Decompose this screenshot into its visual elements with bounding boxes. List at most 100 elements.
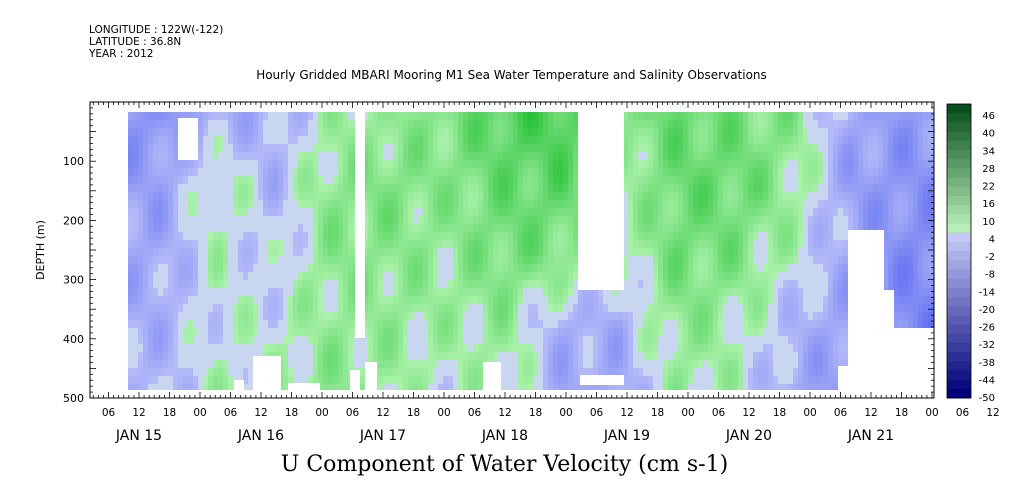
colorbar-swatch — [947, 177, 971, 188]
colorbar-label: 22 — [982, 182, 995, 193]
colorbar-swatch — [947, 324, 971, 335]
x-hour-tick-label: 12 — [986, 407, 999, 419]
colorbar-swatch — [947, 306, 971, 316]
colorbar-swatch — [947, 260, 971, 270]
colorbar-label: 40 — [982, 129, 995, 140]
colorbar-swatch — [947, 122, 971, 133]
velocity-field — [128, 112, 934, 392]
x-hour-tick-label: 06 — [956, 407, 970, 419]
x-hour-tick-label: 06 — [346, 407, 360, 419]
x-hour-tick-label: 00 — [315, 407, 328, 419]
x-hour-tick-label: 06 — [834, 407, 848, 419]
y-tick-label: 200 — [63, 214, 84, 227]
x-hour-tick-label: 12 — [254, 407, 267, 419]
y-tick-label: 100 — [63, 155, 84, 168]
colorbar-label: 28 — [982, 164, 995, 175]
x-hour-tick-label: 00 — [193, 407, 206, 419]
colorbar-swatch — [947, 352, 971, 362]
x-hour-tick-label: 00 — [437, 407, 450, 419]
colorbar-label: -50 — [979, 393, 995, 404]
x-hour-tick-label: 12 — [742, 407, 755, 419]
x-axis-ticks: 06 12 18 00 06 12 18 00 06 12 18 00 06 12 18 00 06 12 18 00… — [92, 102, 1000, 444]
colorbar-label: 4 — [989, 234, 995, 245]
colorbar-swatch — [947, 205, 971, 215]
x-hour-tick-label: 18 — [407, 407, 420, 419]
colorbar-swatch — [947, 388, 971, 399]
y-axis-label: DEPTH (m) — [34, 220, 47, 280]
x-hour-tick-label: 12 — [376, 407, 389, 419]
x-hour-tick-label: 06 — [468, 407, 482, 419]
x-hour-tick-label: 12 — [498, 407, 511, 419]
colorbar-swatch — [947, 232, 971, 243]
colorbar: 46 40 34 28 22 16 10 4 -2 -8 -14 -20 -26 -32 -38 -44 -50 — [946, 103, 995, 404]
colorbar-swatch — [947, 379, 971, 390]
x-hour-tick-label: 06 — [224, 407, 238, 419]
x-hour-tick-label: 18 — [529, 407, 542, 419]
x-date-label: JAN 18 — [481, 428, 528, 444]
y-tick-label: 400 — [63, 333, 84, 346]
x-date-label: JAN 19 — [603, 428, 650, 444]
x-hour-tick-label: 12 — [620, 407, 633, 419]
colorbar-swatch — [947, 361, 971, 371]
colorbar-label: -44 — [979, 375, 995, 386]
colorbar-swatch — [947, 214, 971, 224]
x-axis-label: U Component of Water Velocity (cm s-1) — [280, 452, 729, 477]
colorbar-swatch — [947, 159, 971, 169]
colorbar-swatch — [947, 186, 971, 197]
colorbar-label: -20 — [979, 305, 995, 316]
colorbar-swatch — [947, 296, 971, 307]
colorbar-swatch — [947, 278, 971, 289]
colorbar-swatch — [947, 223, 971, 234]
x-date-label: JAN 15 — [115, 428, 162, 444]
x-hour-tick-label: 18 — [651, 407, 664, 419]
colorbar-swatch — [947, 342, 971, 353]
colorbar-swatch — [947, 113, 971, 123]
x-hour-tick-label: 00 — [803, 407, 816, 419]
missing-data-gaps — [90, 102, 934, 398]
x-hour-tick-label: 18 — [163, 407, 176, 419]
x-hour-tick-label: 18 — [773, 407, 786, 419]
chart-title: Hourly Gridded MBARI Mooring M1 Sea Wate… — [256, 68, 767, 82]
x-hour-tick-label: 00 — [559, 407, 572, 419]
colorbar-label: 46 — [982, 111, 995, 122]
colorbar-label: 16 — [982, 199, 995, 210]
colorbar-swatch — [947, 251, 971, 261]
colorbar-swatch — [947, 370, 971, 381]
colorbar-swatch — [947, 315, 971, 325]
x-hour-tick-label: 06 — [712, 407, 726, 419]
colorbar-label: 34 — [982, 146, 995, 157]
colorbar-swatch — [947, 131, 971, 142]
x-hour-tick-label: 18 — [285, 407, 298, 419]
y-tick-label: 500 — [63, 392, 84, 405]
x-hour-tick-label: 00 — [681, 407, 694, 419]
x-hour-tick-label: 06 — [590, 407, 604, 419]
colorbar-swatch — [947, 104, 971, 114]
x-date-label: JAN 21 — [847, 428, 894, 444]
colorbar-swatch — [947, 333, 971, 344]
colorbar-label: -32 — [979, 340, 995, 351]
colorbar-swatch — [947, 149, 971, 160]
colorbar-swatch — [947, 269, 971, 280]
x-hour-tick-label: 12 — [864, 407, 877, 419]
colorbar-swatch — [947, 241, 971, 252]
colorbar-label: -38 — [979, 358, 995, 369]
colorbar-label: -8 — [985, 270, 995, 281]
x-date-label: JAN 20 — [725, 428, 772, 444]
latitude-label: LATITUDE : 36.8N — [89, 36, 182, 48]
colorbar-swatch — [947, 287, 971, 298]
year-label: YEAR : 2012 — [89, 48, 154, 60]
x-date-label: JAN 17 — [359, 428, 406, 444]
longitude-label: LONGITUDE : 122W(-122) — [89, 24, 224, 36]
colorbar-label: 10 — [982, 217, 995, 228]
x-hour-tick-label: 06 — [102, 407, 116, 419]
y-axis-ticks: 100 200 300 400 500 — [63, 101, 934, 405]
y-tick-label: 300 — [63, 274, 84, 287]
x-hour-tick-label: 18 — [895, 407, 908, 419]
colorbar-swatch — [947, 140, 971, 151]
colorbar-label: -14 — [979, 287, 995, 298]
colorbar-swatch — [947, 195, 971, 206]
x-date-label: JAN 16 — [237, 428, 284, 444]
x-hour-tick-label: 00 — [925, 407, 938, 419]
colorbar-label: -2 — [985, 252, 995, 263]
